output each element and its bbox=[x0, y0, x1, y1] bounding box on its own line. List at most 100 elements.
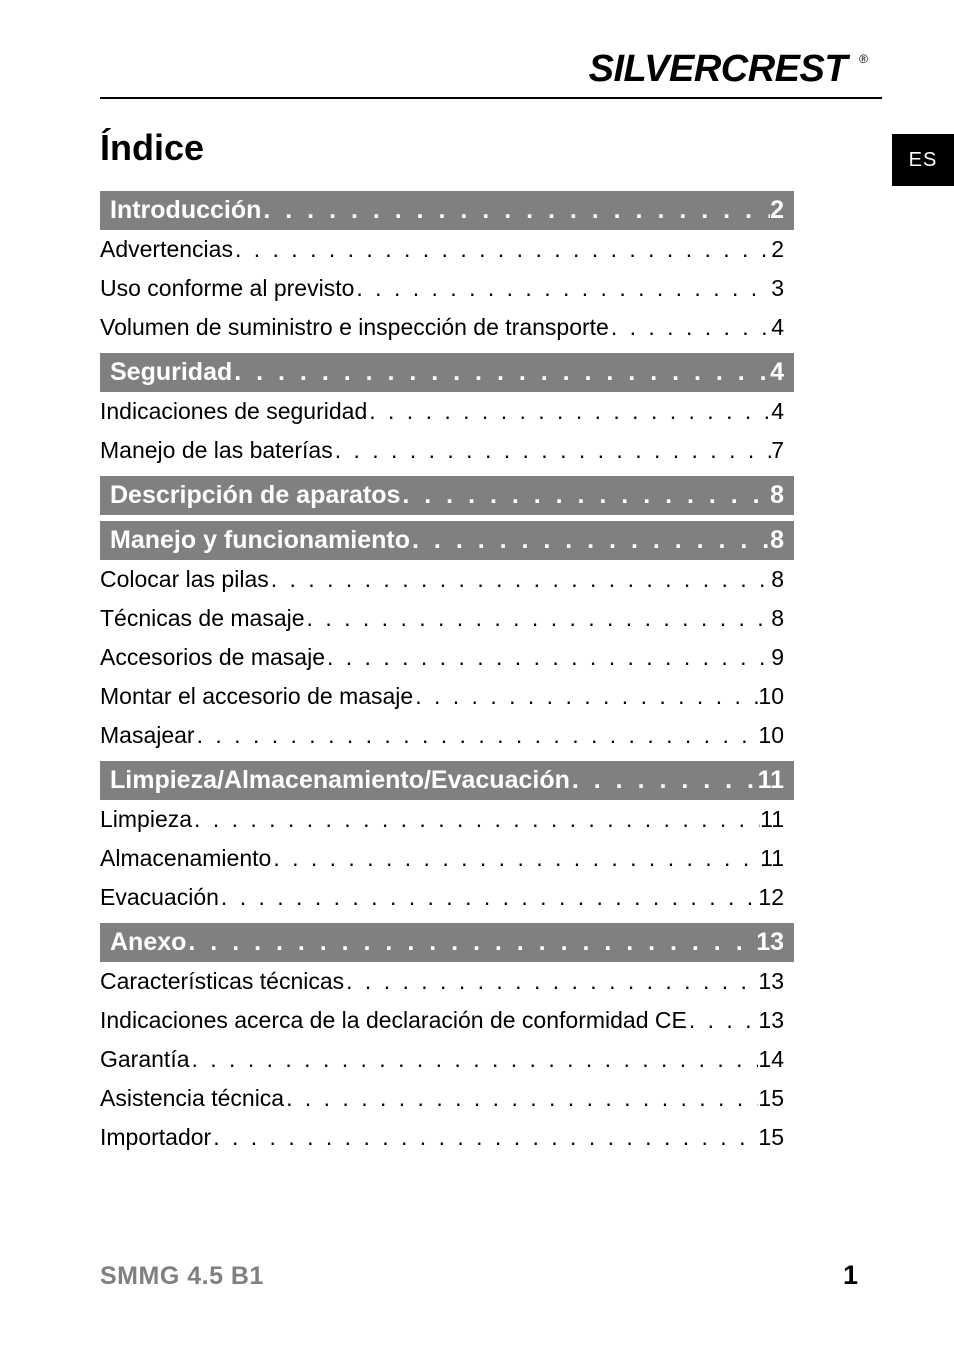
toc-sub: Técnicas de masaje . . . . . . . . . . .… bbox=[100, 599, 794, 638]
toc-leader-dots: . . . . . . . . . . . . . . . . . . . . … bbox=[261, 196, 770, 225]
toc-sub: Accesorios de masaje . . . . . . . . . .… bbox=[100, 638, 794, 677]
toc-sub-page: 11 bbox=[760, 806, 784, 833]
toc-leader-dots: . . . . . . . . . . . . . . . . . . . . … bbox=[367, 398, 771, 425]
toc-section-page: 11 bbox=[758, 766, 784, 795]
toc-section-label: Manejo y funcionamiento bbox=[110, 526, 410, 555]
toc-body: Introducción. . . . . . . . . . . . . . … bbox=[100, 191, 794, 1157]
toc-sub-page: 8 bbox=[771, 566, 784, 593]
toc-section-label: Anexo bbox=[110, 928, 186, 957]
toc-leader-dots: . . . . . . . . . . . . . . . . . . . . … bbox=[190, 1046, 759, 1073]
toc-leader-dots: . . . . . . . . . . . . . . . . . . . . … bbox=[410, 526, 770, 555]
brand-registered: ® bbox=[859, 52, 868, 66]
toc-sub: Importador . . . . . . . . . . . . . . .… bbox=[100, 1118, 794, 1157]
toc-leader-dots: . . . . . . . . . . . . . . . . . . . . … bbox=[687, 1007, 759, 1034]
toc-leader-dots: . . . . . . . . . . . . . . . . . . . . … bbox=[400, 481, 770, 510]
toc-leader-dots: . . . . . . . . . . . . . . . . . . . . … bbox=[271, 845, 760, 872]
toc-sub-page: 13 bbox=[758, 968, 784, 995]
toc-sub: Limpieza. . . . . . . . . . . . . . . . … bbox=[100, 800, 794, 839]
toc-sub-label: Masajear bbox=[100, 722, 195, 749]
toc-sub-page: 7 bbox=[771, 437, 784, 464]
toc-section: Anexo. . . . . . . . . . . . . . . . . .… bbox=[100, 923, 794, 962]
header-rule bbox=[100, 97, 882, 99]
toc-leader-dots: . . . . . . . . . . . . . . . . . . . . … bbox=[192, 806, 760, 833]
brand-bold: SILVER bbox=[589, 48, 721, 90]
toc-sub-label: Indicaciones de seguridad bbox=[100, 398, 367, 425]
toc-sub-page: 15 bbox=[758, 1085, 784, 1112]
toc-leader-dots: . . . . . . . . . . . . . . . . . . . . … bbox=[233, 236, 771, 263]
toc-sub-page: 9 bbox=[771, 644, 784, 671]
toc-sub: Asistencia técnica. . . . . . . . . . . … bbox=[100, 1079, 794, 1118]
toc-sub: Evacuación. . . . . . . . . . . . . . . … bbox=[100, 878, 794, 917]
brand-light: CREST bbox=[721, 48, 847, 90]
toc-section-page: 8 bbox=[770, 526, 784, 555]
toc-sub-label: Garantía bbox=[100, 1046, 190, 1073]
footer-page-number: 1 bbox=[843, 1260, 858, 1291]
toc-leader-dots: . . . . . . . . . . . . . . . . . . . . … bbox=[305, 605, 772, 632]
toc-sub: Advertencias. . . . . . . . . . . . . . … bbox=[100, 230, 794, 269]
toc-leader-dots: . . . . . . . . . . . . . . . . . . . . … bbox=[570, 766, 758, 795]
toc-sub-page: 11 bbox=[760, 845, 784, 872]
toc-leader-dots: . . . . . . . . . . . . . . . . . . . . … bbox=[211, 1124, 758, 1151]
toc-sub-label: Asistencia técnica bbox=[100, 1085, 284, 1112]
toc-sub: Colocar las pilas . . . . . . . . . . . … bbox=[100, 560, 794, 599]
toc-sub-label: Técnicas de masaje bbox=[100, 605, 305, 632]
toc-sub: Manejo de las baterías . . . . . . . . .… bbox=[100, 431, 794, 470]
toc-section-page: 8 bbox=[770, 481, 784, 510]
toc-leader-dots: . . . . . . . . . . . . . . . . . . . . … bbox=[186, 928, 756, 957]
toc-sub: Características técnicas . . . . . . . .… bbox=[100, 962, 794, 1001]
toc-sub-page: 15 bbox=[758, 1124, 784, 1151]
toc-sub-label: Advertencias bbox=[100, 236, 233, 263]
toc-section-page: 2 bbox=[770, 196, 784, 225]
toc-section-label: Limpieza/Almacenamiento/Evacuación bbox=[110, 766, 570, 795]
toc-sub-page: 3 bbox=[771, 275, 784, 302]
toc-sub: Volumen de suministro e inspección de tr… bbox=[100, 308, 794, 347]
toc-sub: Uso conforme al previsto . . . . . . . .… bbox=[100, 269, 794, 308]
toc-sub-label: Indicaciones acerca de la declaración de… bbox=[100, 1007, 687, 1034]
toc-leader-dots: . . . . . . . . . . . . . . . . . . . . … bbox=[195, 722, 759, 749]
toc-sub-label: Importador bbox=[100, 1124, 211, 1151]
toc-sub-label: Colocar las pilas bbox=[100, 566, 269, 593]
toc-sub-page: 13 bbox=[758, 1007, 784, 1034]
toc-leader-dots: . . . . . . . . . . . . . . . . . . . . … bbox=[344, 968, 758, 995]
toc-sub: Garantía. . . . . . . . . . . . . . . . … bbox=[100, 1040, 794, 1079]
toc-section-label: Seguridad bbox=[110, 358, 232, 387]
toc-content: Índice Introducción. . . . . . . . . . .… bbox=[100, 127, 882, 1157]
toc-section-page: 4 bbox=[770, 358, 784, 387]
toc-sub-page: 12 bbox=[758, 884, 784, 911]
toc-section: Manejo y funcionamiento. . . . . . . . .… bbox=[100, 521, 794, 560]
toc-section: Descripción de aparatos. . . . . . . . .… bbox=[100, 476, 794, 515]
toc-section-label: Descripción de aparatos bbox=[110, 481, 400, 510]
toc-sub-page: 14 bbox=[758, 1046, 784, 1073]
toc-section-page: 13 bbox=[756, 928, 784, 957]
toc-sub-label: Limpieza bbox=[100, 806, 192, 833]
toc-leader-dots: . . . . . . . . . . . . . . . . . . . . … bbox=[325, 644, 771, 671]
toc-leader-dots: . . . . . . . . . . . . . . . . . . . . … bbox=[269, 566, 771, 593]
toc-sub: Indicaciones de seguridad. . . . . . . .… bbox=[100, 392, 794, 431]
toc-sub: Montar el accesorio de masaje . . . . . … bbox=[100, 677, 794, 716]
page-footer: SMMG 4.5 B1 1 bbox=[100, 1260, 858, 1291]
footer-model: SMMG 4.5 B1 bbox=[100, 1262, 264, 1291]
toc-leader-dots: . . . . . . . . . . . . . . . . . . . . … bbox=[232, 358, 770, 387]
language-tab: ES bbox=[892, 134, 954, 186]
toc-section-label: Introducción bbox=[110, 196, 261, 225]
toc-sub: Masajear . . . . . . . . . . . . . . . .… bbox=[100, 716, 794, 755]
toc-sub-label: Volumen de suministro e inspección de tr… bbox=[100, 314, 609, 341]
toc-sub-label: Manejo de las baterías bbox=[100, 437, 333, 464]
toc-sub-label: Características técnicas bbox=[100, 968, 344, 995]
toc-leader-dots: . . . . . . . . . . . . . . . . . . . . … bbox=[333, 437, 772, 464]
language-tab-label: ES bbox=[909, 149, 938, 172]
toc-leader-dots: . . . . . . . . . . . . . . . . . . . . … bbox=[609, 314, 771, 341]
toc-leader-dots: . . . . . . . . . . . . . . . . . . . . … bbox=[219, 884, 758, 911]
toc-sub: Almacenamiento. . . . . . . . . . . . . … bbox=[100, 839, 794, 878]
toc-sub-label: Almacenamiento bbox=[100, 845, 271, 872]
toc-sub-label: Montar el accesorio de masaje bbox=[100, 683, 413, 710]
toc-sub-page: 4 bbox=[771, 398, 784, 425]
toc-leader-dots: . . . . . . . . . . . . . . . . . . . . … bbox=[354, 275, 771, 302]
toc-section: Seguridad . . . . . . . . . . . . . . . … bbox=[100, 353, 794, 392]
toc-sub-page: 10 bbox=[758, 722, 784, 749]
toc-leader-dots: . . . . . . . . . . . . . . . . . . . . … bbox=[413, 683, 758, 710]
toc-sub-page: 10 bbox=[758, 683, 784, 710]
toc-leader-dots: . . . . . . . . . . . . . . . . . . . . … bbox=[284, 1085, 758, 1112]
brand-logo: SILVERCREST ® bbox=[100, 48, 882, 91]
toc-section: Introducción. . . . . . . . . . . . . . … bbox=[100, 191, 794, 230]
